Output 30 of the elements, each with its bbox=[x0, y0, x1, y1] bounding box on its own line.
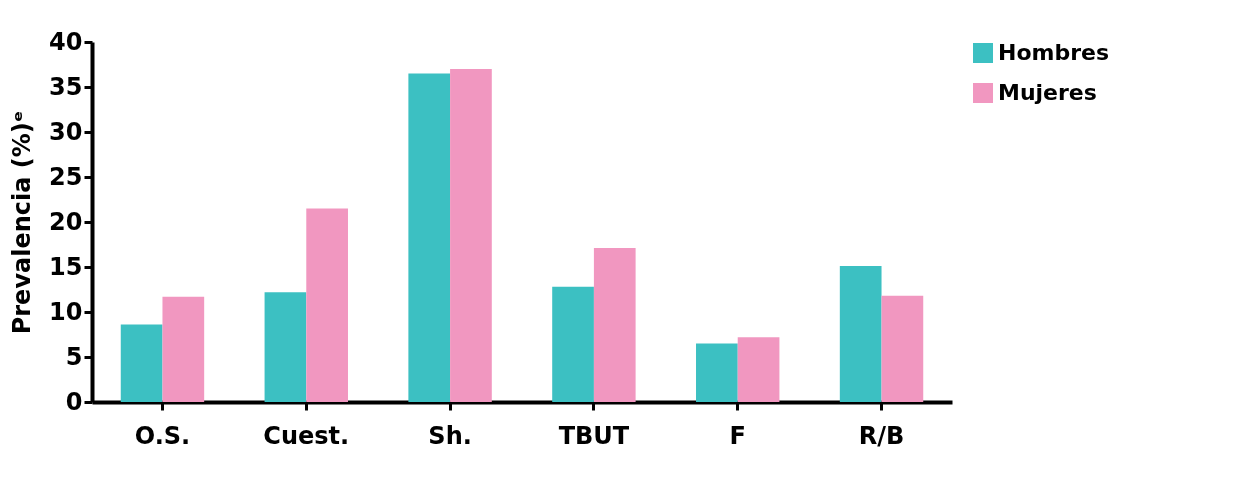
bar bbox=[450, 69, 492, 402]
y-tick-label: 0 bbox=[65, 387, 83, 416]
x-tick-label: F bbox=[729, 421, 746, 450]
bar bbox=[162, 296, 205, 402]
bar bbox=[264, 292, 307, 402]
bar bbox=[408, 73, 451, 402]
bar bbox=[306, 208, 348, 402]
bar bbox=[737, 337, 780, 402]
y-tick-label: 15 bbox=[49, 252, 83, 281]
bar bbox=[839, 266, 882, 402]
bar bbox=[696, 343, 738, 402]
x-tick-label: Cuest. bbox=[263, 421, 350, 450]
x-tick-label: O.S. bbox=[134, 421, 191, 450]
y-tick-label: 20 bbox=[49, 207, 83, 236]
y-tick-label: 5 bbox=[65, 342, 83, 371]
x-tick-label: Sh. bbox=[428, 421, 472, 450]
bar bbox=[120, 324, 163, 402]
y-tick-label: 10 bbox=[49, 297, 83, 326]
legend-label: Hombres bbox=[998, 40, 1110, 65]
y-tick-label: 35 bbox=[49, 72, 83, 101]
y-axis-title: Prevalencia (%)ᵉ bbox=[8, 110, 37, 335]
legend-label: Mujeres bbox=[998, 80, 1097, 105]
bar bbox=[552, 286, 594, 402]
y-tick-label: 25 bbox=[49, 162, 83, 191]
x-tick-label: TBUT bbox=[558, 421, 630, 450]
x-tick-label: R/B bbox=[858, 421, 905, 450]
y-tick-label: 40 bbox=[49, 27, 83, 56]
bar bbox=[881, 295, 924, 402]
y-tick-label: 30 bbox=[49, 117, 83, 146]
bar bbox=[593, 248, 636, 402]
